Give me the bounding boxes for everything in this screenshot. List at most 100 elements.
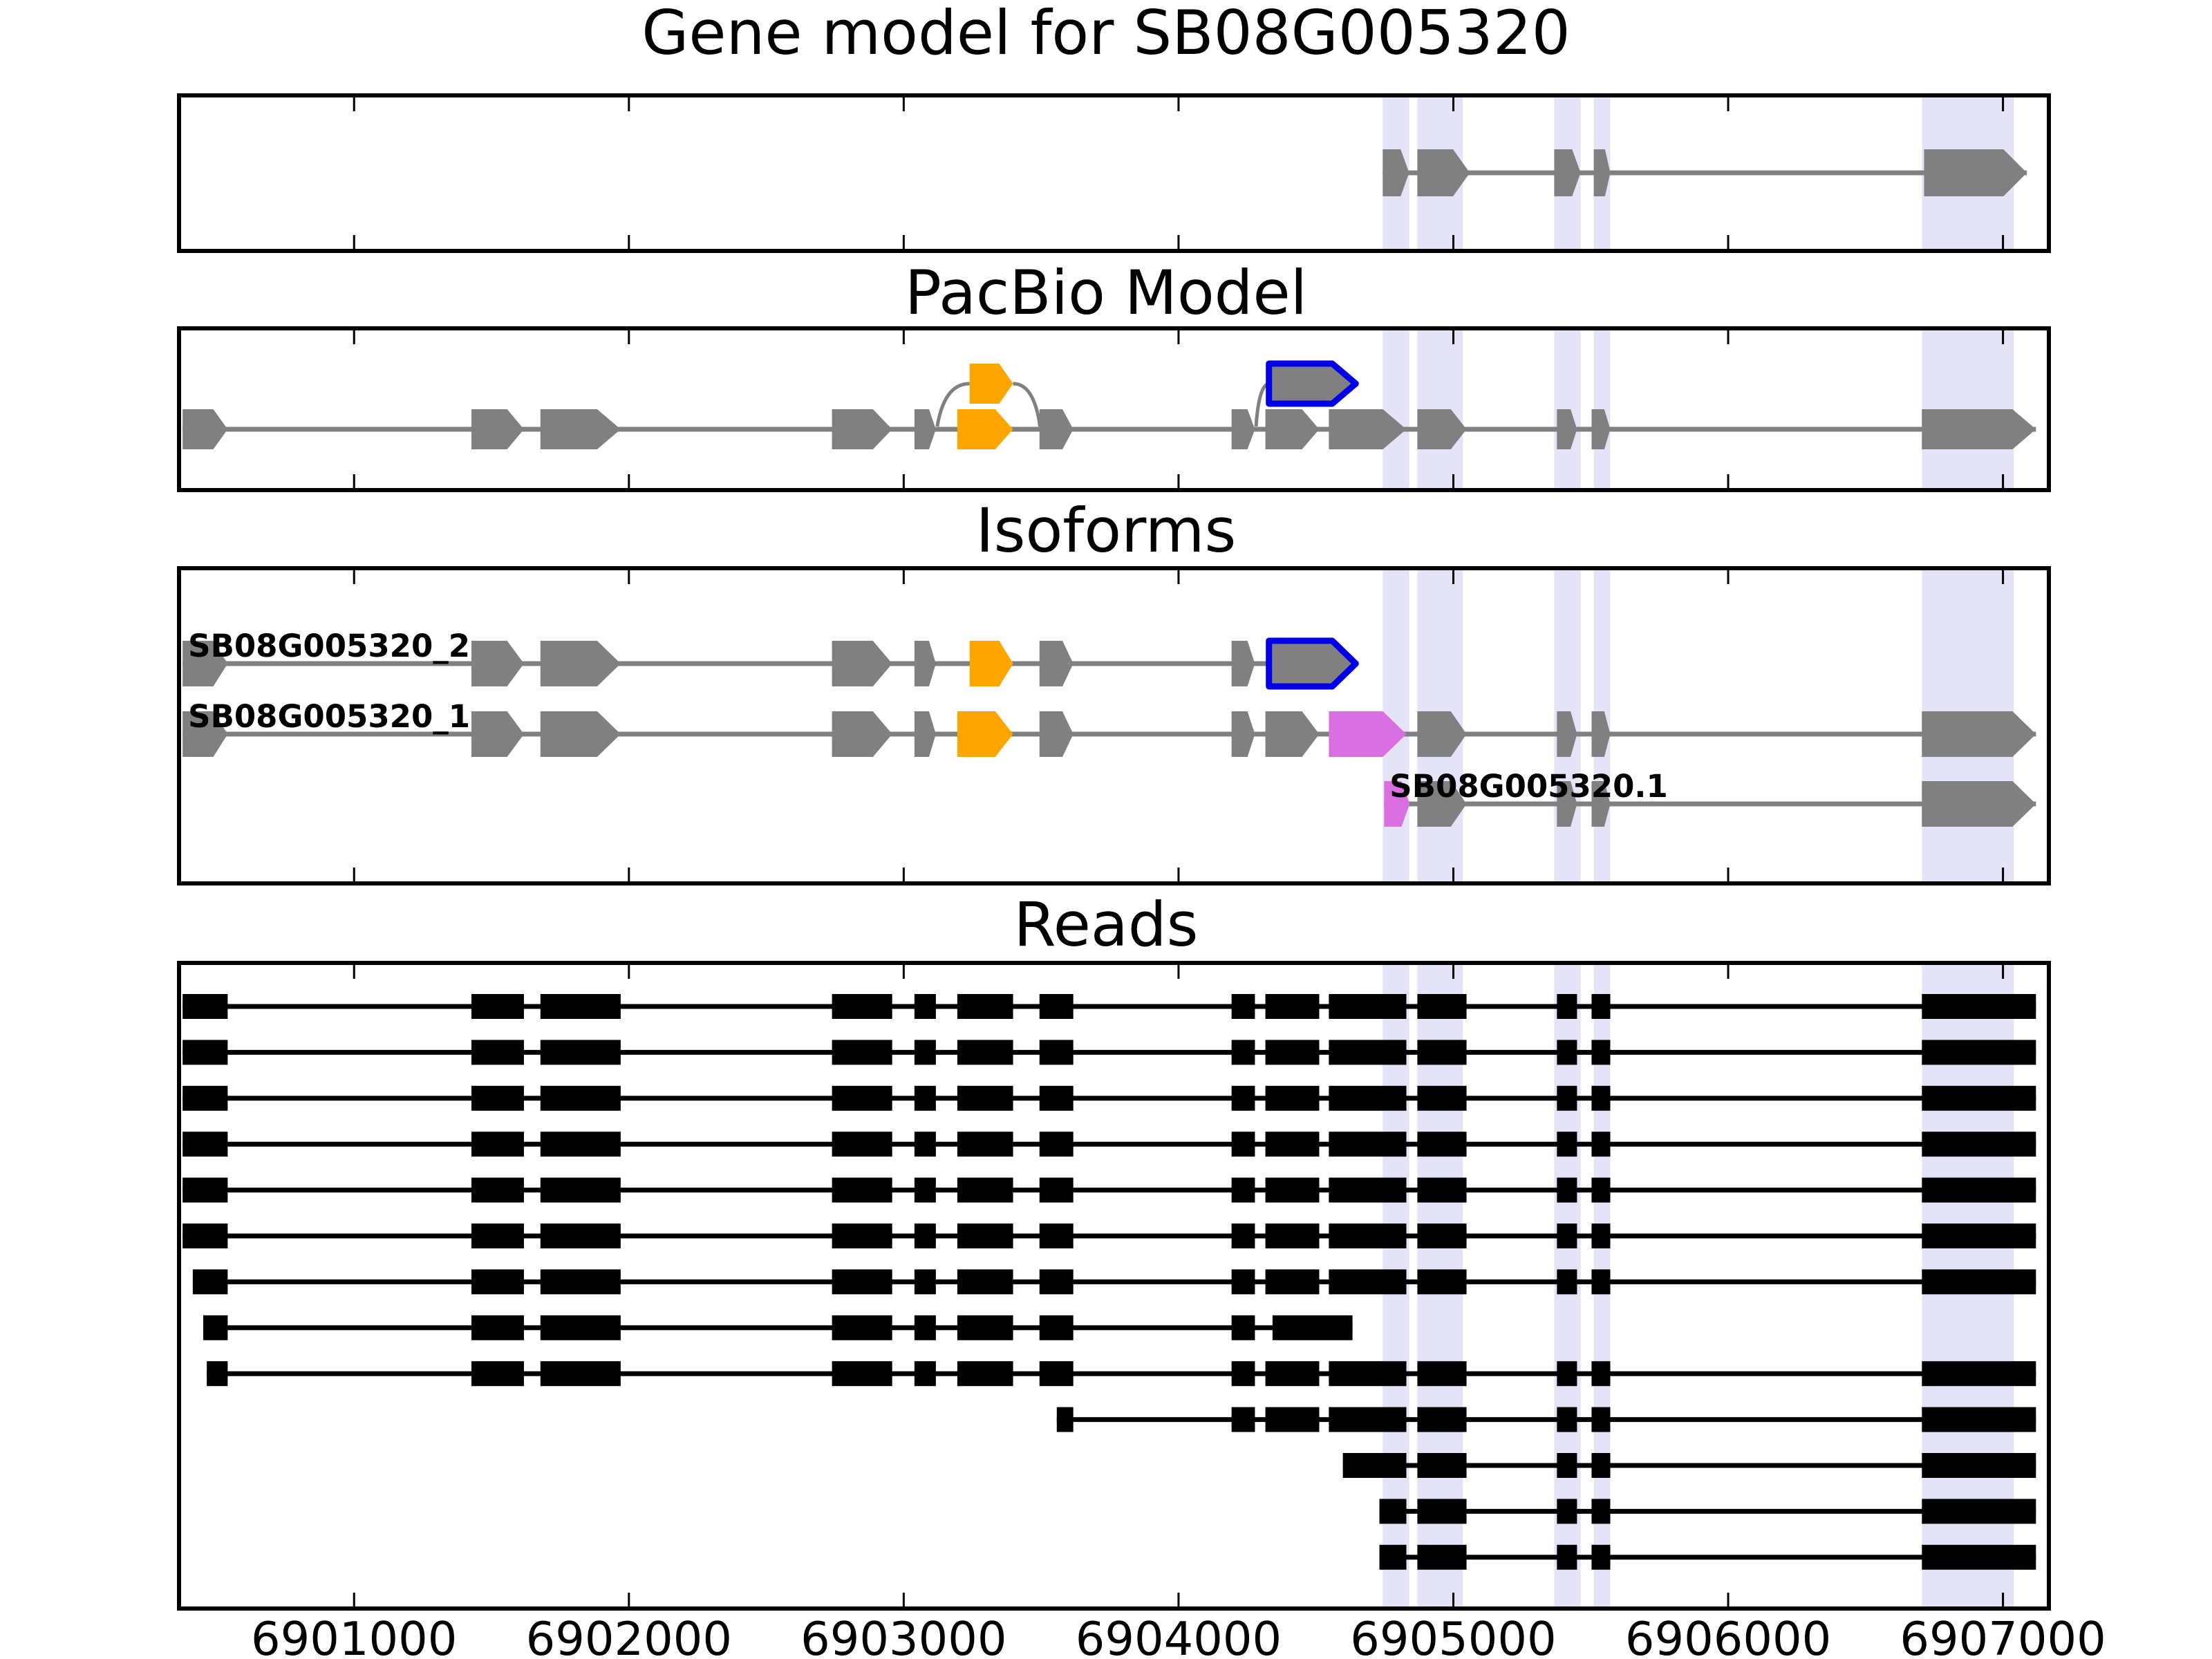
splice-arc — [935, 382, 970, 427]
read-exon — [540, 994, 621, 1019]
read-exon — [1231, 1224, 1255, 1248]
read-exon — [914, 994, 936, 1019]
read-exon — [540, 1361, 621, 1387]
read-row — [182, 1085, 2036, 1111]
read-exon — [182, 994, 228, 1019]
read-exon — [1922, 1224, 2036, 1248]
read-exon — [471, 1040, 524, 1065]
exon-gray — [1922, 781, 2036, 827]
isoform-label: SB08G005320_2 — [188, 628, 470, 664]
read-exon — [471, 1224, 524, 1248]
read-exon — [471, 1132, 524, 1157]
read-exon — [540, 1269, 621, 1295]
read-exon — [1591, 1453, 1611, 1478]
read-exon — [1557, 1269, 1577, 1295]
read-exon — [1231, 1361, 1255, 1387]
isoform-row: SB08G005320_2 — [182, 628, 1359, 690]
read-exon — [1922, 1040, 2036, 1065]
exon-gray — [1554, 149, 1581, 196]
panel-border — [177, 326, 2051, 492]
read-exon — [471, 1085, 524, 1111]
read-row — [182, 994, 2036, 1019]
read-exon — [1922, 1499, 2036, 1524]
read-exon — [1342, 1453, 1407, 1478]
read-exon — [1922, 994, 2036, 1019]
exon-gray — [1417, 409, 1467, 449]
axis-tick-label: 6903000 — [800, 1612, 1006, 1659]
read-row — [207, 1361, 2036, 1387]
read-exon — [832, 1269, 892, 1295]
exon-gray — [1557, 781, 1577, 827]
read-exon — [914, 1177, 936, 1203]
read-exon — [914, 1224, 936, 1248]
panel-border — [177, 961, 2051, 1611]
read-exon — [1272, 1315, 1353, 1340]
exon-gray — [1557, 409, 1577, 449]
exon-gray — [914, 641, 936, 686]
highlight-band — [1382, 330, 1409, 488]
read-exon — [957, 1085, 1013, 1111]
read-exon — [1039, 1269, 1074, 1295]
exon-gray — [471, 711, 524, 757]
read-exon — [1417, 1085, 1467, 1111]
read-row — [182, 1132, 2036, 1157]
axis-tick-label: 6904000 — [1076, 1612, 1282, 1659]
read-exon — [1557, 1040, 1577, 1065]
read-exon — [1417, 1224, 1467, 1248]
exon-violet — [1329, 711, 1407, 757]
read-exon — [832, 994, 892, 1019]
exon-gray — [1922, 711, 2036, 757]
read-exon — [1329, 994, 1407, 1019]
read-exon — [1231, 1085, 1255, 1111]
exon-gray — [1039, 409, 1074, 449]
isoform-row: SB08G005320.1 — [1384, 768, 2036, 827]
read-exon — [1329, 1224, 1407, 1248]
exon-gray — [832, 641, 892, 686]
read-exon — [1557, 1132, 1577, 1157]
read-exon — [1922, 1361, 2036, 1387]
read-exon — [1557, 1177, 1577, 1203]
read-exon — [914, 1269, 936, 1295]
panel-border — [177, 93, 2051, 253]
read-exon — [1329, 1177, 1407, 1203]
exon-gray — [1591, 711, 1611, 757]
read-exon — [1265, 1224, 1320, 1248]
exon-gray — [1593, 149, 1611, 196]
read-exon — [957, 1269, 1013, 1295]
read-exon — [471, 994, 524, 1019]
read-exon — [957, 1224, 1013, 1248]
exon-gray — [1591, 409, 1611, 449]
read-exon — [1591, 1177, 1611, 1203]
title-isoforms: Isoforms — [975, 495, 1237, 566]
read-exon — [471, 1269, 524, 1295]
read-exon — [203, 1315, 228, 1340]
read-exon — [1417, 1499, 1467, 1524]
read-exon — [957, 1040, 1013, 1065]
exon-gray — [471, 641, 524, 686]
read-exon — [1265, 994, 1320, 1019]
isoform-label: SB08G005320_1 — [188, 698, 470, 735]
read-exon — [914, 1361, 936, 1387]
read-exon — [1379, 1544, 1407, 1570]
read-exon — [1265, 1177, 1320, 1203]
read-exon — [1922, 1407, 2036, 1432]
read-exon — [1039, 1040, 1074, 1065]
read-exon — [540, 1132, 621, 1157]
exon-gray — [540, 409, 621, 449]
axis-tick-label: 6902000 — [526, 1612, 732, 1659]
exon-gray — [182, 711, 228, 757]
read-exon — [1039, 1361, 1074, 1387]
read-exon — [182, 1040, 228, 1065]
read-exon — [1417, 1269, 1467, 1295]
read-exon — [1417, 1132, 1467, 1157]
read-exon — [1557, 1544, 1577, 1570]
panel-reads — [177, 961, 2051, 1611]
exon-gray — [1265, 409, 1320, 449]
axis-tick-label: 6907000 — [1900, 1612, 2106, 1659]
read-exon — [1417, 1040, 1467, 1065]
exon-gray — [1382, 149, 1409, 196]
read-exon — [1329, 1085, 1407, 1111]
exon-gray — [1417, 781, 1467, 827]
